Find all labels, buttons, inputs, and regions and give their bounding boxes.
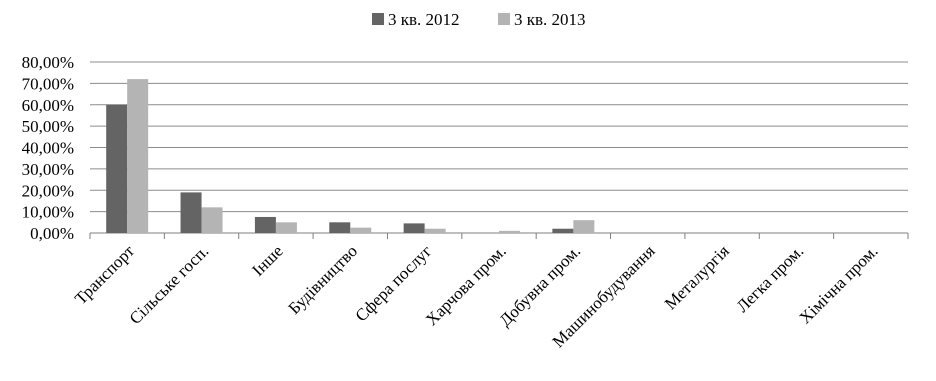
bar-2-інше [275, 222, 297, 233]
legend-label: 3 кв. 2013 [514, 10, 586, 29]
bar-2-транспорт [127, 79, 149, 233]
chart-legend: 3 кв. 2012 3 кв. 2013 [372, 10, 586, 29]
bar-2-будівництво [350, 227, 372, 233]
gridlines [90, 61, 908, 234]
y-tick-label: 60,00% [22, 96, 74, 115]
legend-swatch [498, 13, 510, 25]
x-tick-label: Будівництво [285, 241, 362, 318]
bar-1-транспорт [106, 104, 128, 233]
bars-group [106, 79, 595, 233]
x-tick-label: Металургія [661, 241, 733, 313]
legend-label: 3 кв. 2012 [388, 10, 460, 29]
x-tick-label: Хімічна пром. [796, 241, 882, 327]
x-tick-label: Сфера послуг [352, 241, 436, 325]
x-tick-label: Транспорт [71, 241, 138, 308]
x-tick-label: Легка пром. [733, 241, 808, 316]
y-tick-label: 20,00% [22, 181, 74, 200]
y-tick-label: 40,00% [22, 139, 74, 158]
bar-2-сільське-госп [201, 207, 223, 233]
y-tick-label: 0,00% [30, 224, 74, 243]
bar-2-добувна-пром [573, 220, 595, 233]
y-axis: 0,00% 10,00% 20,00% 30,00% 40,00% 50,00% 60,00… [22, 53, 74, 243]
bar-1-добувна-пром [552, 228, 574, 233]
bar-1-сільське-госп [180, 192, 202, 233]
bar-2-харчова-пром [499, 230, 520, 233]
bar-2-сфера-послуг [424, 228, 446, 233]
y-tick-label: 10,00% [22, 203, 74, 222]
y-tick-label: 80,00% [22, 53, 74, 72]
legend-swatch [372, 13, 384, 25]
y-tick-label: 30,00% [22, 160, 74, 179]
bar-1-сфера-послуг [403, 223, 425, 233]
y-tick-label: 70,00% [22, 74, 74, 93]
x-tick-label: Сільське госп. [126, 241, 213, 328]
bar-1-інше [254, 216, 276, 233]
x-tick-label: Інше [248, 241, 286, 279]
y-tick-label: 50,00% [22, 117, 74, 136]
bar-1-будівництво [329, 222, 351, 233]
